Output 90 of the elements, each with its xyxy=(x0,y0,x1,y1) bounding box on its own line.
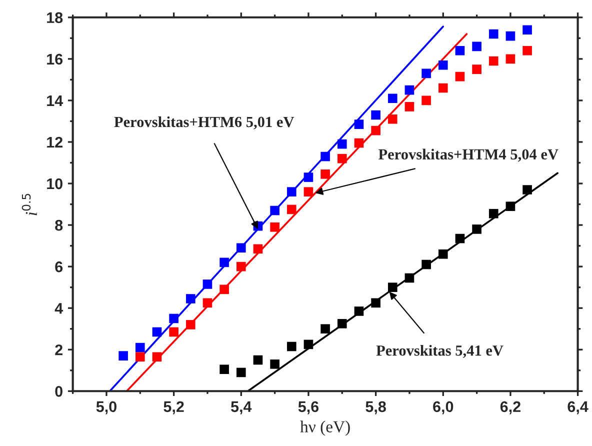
point xyxy=(455,72,465,82)
x-tick-label: 6,4 xyxy=(568,401,588,414)
point xyxy=(506,202,516,212)
point xyxy=(438,249,448,259)
point xyxy=(422,68,431,78)
point xyxy=(220,284,229,294)
point xyxy=(371,126,380,136)
y-tick-label: 8 xyxy=(55,220,63,231)
y-axis-title: i$^{0.5}$ xyxy=(22,194,37,216)
point xyxy=(152,327,162,337)
point xyxy=(337,319,347,328)
point xyxy=(354,138,364,148)
point xyxy=(270,222,280,232)
annotation: Perovskitas 5,41 eV xyxy=(376,344,504,358)
point xyxy=(220,364,229,374)
y-tick-label: 14 xyxy=(47,95,64,106)
point xyxy=(388,282,398,292)
point xyxy=(202,298,212,308)
point xyxy=(135,342,145,352)
point xyxy=(506,31,516,41)
y-tick-label: 18 xyxy=(47,12,63,24)
point xyxy=(220,258,229,268)
point xyxy=(522,185,532,194)
point xyxy=(186,294,196,304)
point xyxy=(304,172,314,182)
point xyxy=(320,152,330,162)
point xyxy=(455,234,465,244)
point xyxy=(169,314,178,324)
point xyxy=(388,94,398,104)
point xyxy=(236,368,246,378)
x-tick-label: 6,2 xyxy=(500,401,520,414)
point xyxy=(388,114,398,124)
point xyxy=(404,273,414,283)
point xyxy=(404,85,414,95)
point xyxy=(304,340,314,350)
point xyxy=(253,244,263,254)
y-tick-label: 4 xyxy=(54,303,64,314)
y-tick-label: 6 xyxy=(55,261,63,272)
y-tick-label: 2 xyxy=(55,344,62,356)
point xyxy=(236,243,246,253)
point xyxy=(169,327,178,337)
point xyxy=(270,359,280,369)
point xyxy=(488,29,498,39)
point xyxy=(455,46,465,56)
y-tick-label: 12 xyxy=(47,136,62,148)
x-tick-label: 5,0 xyxy=(96,401,116,414)
y-tick-label: 0 xyxy=(55,386,62,397)
point xyxy=(118,351,128,360)
point xyxy=(152,352,162,362)
point xyxy=(202,280,212,289)
x-tick-label: 5,4 xyxy=(230,401,252,414)
point xyxy=(522,46,532,56)
point xyxy=(488,208,498,218)
point xyxy=(438,60,448,70)
point xyxy=(506,54,516,64)
point xyxy=(404,102,414,112)
y-tick-label: 16 xyxy=(47,54,63,65)
point xyxy=(236,262,246,272)
point xyxy=(472,42,482,52)
x-tick-label: 5,2 xyxy=(164,401,184,414)
point xyxy=(337,139,347,149)
point xyxy=(488,56,498,66)
point xyxy=(135,352,145,362)
x-tick-label: 5,8 xyxy=(366,401,386,414)
point xyxy=(286,342,296,352)
x-tick-label: 5,6 xyxy=(298,401,319,414)
point xyxy=(253,355,263,365)
point xyxy=(422,96,431,106)
x-tick-label: 6,0 xyxy=(433,401,454,414)
point xyxy=(286,187,296,196)
y-tick-label: 10 xyxy=(47,178,62,190)
point xyxy=(320,170,330,179)
annotation: Perovskitas+HTM6 5,01 eV xyxy=(114,116,294,130)
x-axis-title: hν (eV) xyxy=(300,420,350,436)
point xyxy=(337,154,347,164)
point xyxy=(522,25,532,35)
point xyxy=(320,324,330,334)
point xyxy=(438,83,448,93)
point xyxy=(354,306,364,316)
point xyxy=(371,298,380,308)
point xyxy=(354,120,364,129)
point xyxy=(371,110,380,120)
point xyxy=(186,320,196,330)
point xyxy=(286,204,296,214)
point xyxy=(472,224,482,234)
point xyxy=(304,187,314,196)
annotation: Perovskitas+HTM4 5,04 eV xyxy=(378,148,558,162)
point xyxy=(422,260,431,270)
point xyxy=(270,206,280,216)
point xyxy=(472,64,482,74)
